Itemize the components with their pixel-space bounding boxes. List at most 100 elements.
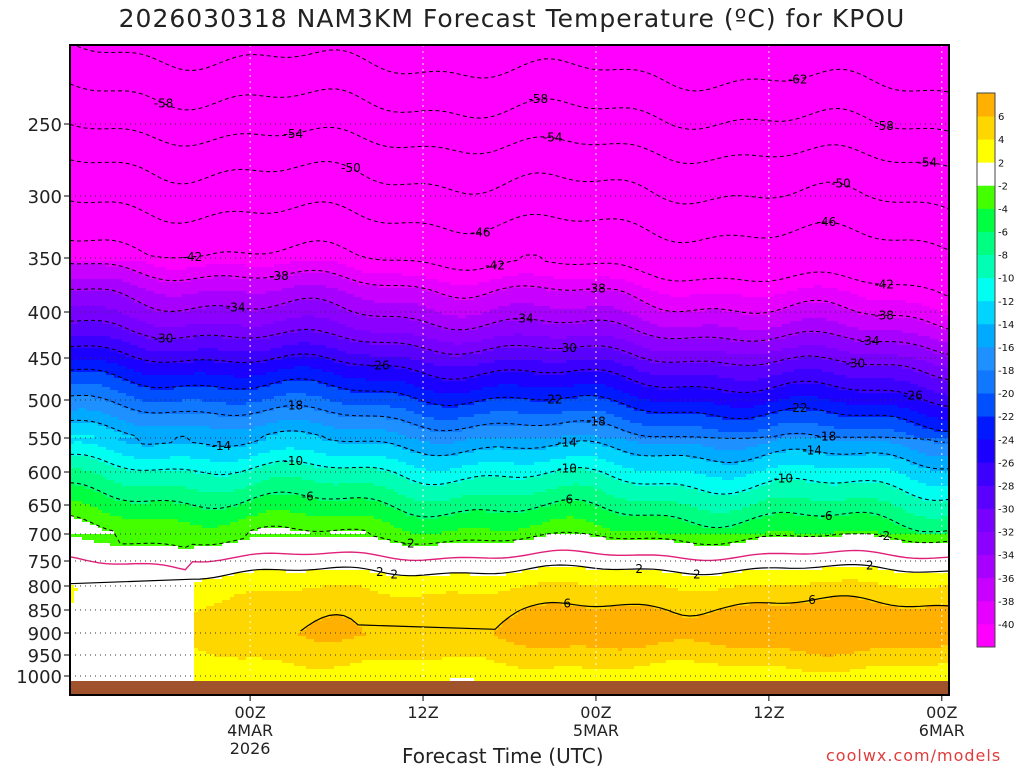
temperature-band-cell bbox=[482, 594, 487, 658]
temperature-band-cell bbox=[370, 45, 375, 274]
temperature-band-cell bbox=[430, 471, 435, 487]
temperature-band-cell bbox=[570, 468, 575, 487]
temperature-band-cell bbox=[334, 642, 339, 667]
temperature-band-cell bbox=[730, 510, 735, 529]
temperature-band-cell bbox=[522, 348, 527, 361]
temperature-band-cell bbox=[110, 450, 115, 466]
temperature-band-cell bbox=[686, 339, 691, 352]
temperature-band-cell bbox=[242, 405, 247, 418]
temperature-band-cell bbox=[806, 516, 811, 535]
temperature-band-cell bbox=[222, 657, 227, 688]
temperature-band-cell bbox=[458, 441, 463, 454]
temperature-band-cell bbox=[738, 420, 743, 433]
temperature-band-cell bbox=[582, 45, 587, 280]
temperature-band-cell bbox=[450, 408, 455, 421]
temperature-band-cell bbox=[418, 414, 423, 430]
temperature-band-cell bbox=[530, 438, 535, 451]
temperature-band-cell bbox=[526, 45, 531, 274]
temperature-band-cell bbox=[574, 324, 579, 337]
temperature-band-cell bbox=[754, 45, 759, 298]
temperature-band-cell bbox=[586, 348, 591, 361]
temperature-band-cell bbox=[762, 585, 767, 604]
temperature-band-cell bbox=[142, 402, 147, 415]
temperature-band-cell bbox=[746, 45, 751, 298]
temperature-band-cell bbox=[294, 477, 299, 496]
temperature-band-cell bbox=[126, 408, 131, 424]
temperature-band-cell bbox=[602, 384, 607, 400]
temperature-band-cell bbox=[222, 525, 227, 544]
temperature-band-cell bbox=[302, 330, 307, 343]
temperature-band-cell bbox=[74, 537, 79, 589]
temperature-band-cell bbox=[130, 45, 135, 262]
temperature-band-cell bbox=[218, 546, 223, 580]
temperature-band-cell bbox=[450, 381, 455, 394]
temperature-band-cell bbox=[674, 312, 679, 328]
temperature-band-cell bbox=[122, 408, 127, 421]
temperature-band-cell bbox=[218, 351, 223, 364]
temperature-band-cell bbox=[242, 309, 247, 328]
temperature-band-cell bbox=[466, 378, 471, 394]
temperature-band-cell bbox=[154, 519, 159, 547]
temperature-band-cell bbox=[570, 435, 575, 445]
temperature-band-cell bbox=[750, 393, 755, 409]
temperature-band-cell bbox=[358, 354, 363, 367]
temperature-band-cell bbox=[570, 456, 575, 469]
temperature-band-cell bbox=[370, 660, 375, 691]
temperature-band-cell bbox=[174, 339, 179, 352]
temperature-band-cell bbox=[290, 288, 295, 304]
temperature-band-cell bbox=[238, 339, 243, 352]
temperature-band-cell bbox=[554, 324, 559, 340]
temperature-band-cell bbox=[258, 45, 263, 268]
temperature-band-cell bbox=[558, 351, 563, 364]
temperature-band-cell bbox=[662, 663, 667, 685]
temperature-band-cell bbox=[250, 390, 255, 403]
temperature-band-cell bbox=[686, 426, 691, 439]
temperature-band-cell bbox=[142, 261, 147, 277]
temperature-band-cell bbox=[618, 450, 623, 466]
temperature-band-cell bbox=[414, 597, 419, 661]
temperature-band-cell bbox=[154, 459, 159, 472]
temperature-band-cell bbox=[194, 507, 199, 526]
temperature-band-cell bbox=[386, 444, 391, 460]
temperature-band-cell bbox=[186, 399, 191, 415]
temperature-band-cell bbox=[646, 45, 651, 289]
temperature-band-cell bbox=[698, 591, 703, 616]
temperature-band-cell bbox=[426, 519, 431, 535]
temperature-band-cell bbox=[354, 366, 359, 379]
temperature-band-cell bbox=[182, 486, 187, 505]
temperature-band-cell bbox=[430, 45, 435, 280]
temperature-band-cell bbox=[286, 303, 291, 319]
temperature-band-cell bbox=[802, 585, 807, 604]
temperature-band-cell bbox=[438, 354, 443, 367]
temperature-band-cell bbox=[294, 666, 299, 694]
temperature-band-cell bbox=[806, 453, 811, 466]
temperature-band-cell bbox=[702, 438, 707, 448]
temperature-band-cell bbox=[142, 387, 147, 403]
temperature-band-cell bbox=[422, 336, 427, 352]
temperature-band-cell bbox=[274, 321, 279, 337]
temperature-band-cell bbox=[378, 405, 383, 418]
temperature-band-cell bbox=[90, 525, 95, 535]
temperature-band-cell bbox=[126, 369, 131, 382]
temperature-band-cell bbox=[390, 474, 395, 490]
temperature-band-cell bbox=[542, 426, 547, 439]
temperature-band-cell bbox=[214, 414, 219, 430]
temperature-band-cell bbox=[338, 585, 343, 616]
temperature-band-cell bbox=[94, 492, 99, 508]
temperature-band-cell bbox=[646, 444, 651, 457]
temperature-band-cell bbox=[386, 345, 391, 358]
temperature-band-cell bbox=[154, 546, 159, 694]
temperature-band-cell bbox=[338, 339, 343, 352]
temperature-band-cell bbox=[382, 381, 387, 394]
temperature-band-cell bbox=[730, 342, 735, 355]
temperature-band-cell bbox=[186, 414, 191, 427]
temperature-band-cell bbox=[618, 651, 623, 670]
temperature-band-cell bbox=[618, 279, 623, 292]
temperature-band-cell bbox=[710, 363, 715, 376]
temperature-band-cell bbox=[726, 648, 731, 667]
temperature-band-cell bbox=[134, 360, 139, 373]
temperature-band-cell bbox=[390, 597, 395, 661]
temperature-band-cell bbox=[770, 351, 775, 364]
temperature-band-cell bbox=[162, 471, 167, 487]
temperature-band-cell bbox=[290, 408, 295, 421]
